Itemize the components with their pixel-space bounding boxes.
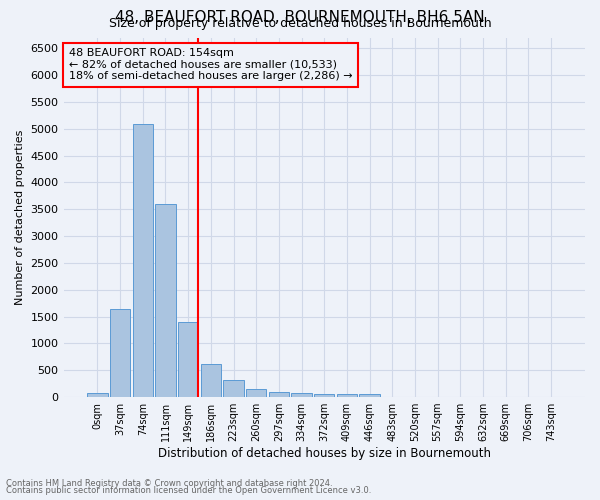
Text: Contains public sector information licensed under the Open Government Licence v3: Contains public sector information licen… [6,486,371,495]
Text: 48 BEAUFORT ROAD: 154sqm
← 82% of detached houses are smaller (10,533)
18% of se: 48 BEAUFORT ROAD: 154sqm ← 82% of detach… [69,48,352,82]
Y-axis label: Number of detached properties: Number of detached properties [15,130,25,305]
Bar [178,322,199,397]
Bar [292,394,312,397]
Bar [223,380,244,397]
Bar [359,394,380,397]
Text: 48, BEAUFORT ROAD, BOURNEMOUTH, BH6 5AN: 48, BEAUFORT ROAD, BOURNEMOUTH, BH6 5AN [115,10,485,25]
X-axis label: Distribution of detached houses by size in Bournemouth: Distribution of detached houses by size … [158,447,491,460]
Bar [155,204,176,397]
Text: Size of property relative to detached houses in Bournemouth: Size of property relative to detached ho… [109,18,491,30]
Bar [110,308,130,397]
Bar [87,393,107,397]
Bar [133,124,153,397]
Bar [337,394,357,397]
Bar [246,389,266,397]
Bar [200,364,221,397]
Bar [269,392,289,397]
Bar [314,394,334,397]
Text: Contains HM Land Registry data © Crown copyright and database right 2024.: Contains HM Land Registry data © Crown c… [6,478,332,488]
